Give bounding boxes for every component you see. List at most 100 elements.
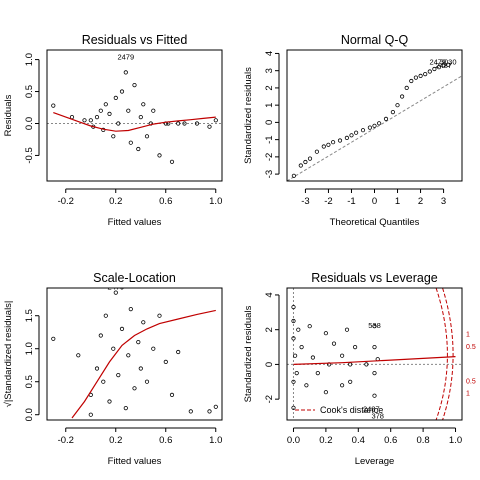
data-point (339, 353, 345, 358)
data-point (399, 94, 405, 99)
x-tick-label: -1 (347, 196, 355, 207)
data-point (151, 108, 156, 113)
data-point (144, 134, 150, 139)
y-tick-label: -1 (264, 135, 275, 143)
x-tick-label: 0.8 (417, 435, 430, 446)
cook-label-top-1: 1 (466, 332, 470, 339)
data-point (344, 135, 349, 140)
data-point (157, 313, 162, 318)
x-tick-label: -0.2 (58, 196, 74, 207)
data-point (136, 146, 141, 152)
x-tick-label: 3 (441, 196, 446, 207)
y-tick-label: 0.5 (24, 85, 35, 98)
y-tick-label: 4 (264, 292, 275, 297)
x-tick-label: -2 (324, 196, 332, 207)
data-point (141, 320, 146, 325)
data-point (111, 134, 116, 139)
data-point (372, 370, 377, 376)
smooth-line (71, 309, 216, 419)
x-tick-label: 0 (372, 196, 377, 207)
data-point (119, 326, 125, 331)
y-tick-label: 4 (264, 51, 275, 56)
plot-frame (46, 287, 223, 421)
data-point (141, 102, 146, 107)
data-point (307, 156, 313, 161)
data-point (107, 111, 112, 117)
data-point (116, 372, 121, 378)
data-point (349, 133, 354, 138)
data-point (98, 108, 103, 113)
data-point (176, 349, 181, 355)
data-point (138, 366, 143, 371)
x-tick-label: 1.0 (209, 435, 222, 446)
x-tick-label: -3 (301, 196, 309, 207)
data-point (404, 85, 409, 91)
data-point (51, 103, 56, 108)
data-point (296, 327, 301, 332)
point-label: 378 (371, 411, 384, 420)
x-axis-label: Fitted values (108, 217, 162, 228)
plot-frame (286, 49, 463, 182)
cooks-distance-contour-1 (442, 288, 454, 420)
x-tick-label: 0.0 (287, 435, 300, 446)
point-label: 2487 (435, 61, 452, 70)
y-tick-label: -0.5 (24, 147, 35, 163)
data-point (76, 353, 81, 358)
data-point (294, 370, 299, 376)
y-axis-label: Standardized residuals (243, 67, 254, 164)
data-point (169, 159, 175, 164)
point-label: 3030 (440, 58, 457, 67)
x-tick-label: 0.6 (384, 435, 397, 446)
data-point (138, 115, 143, 120)
x-tick-label: 0.6 (159, 196, 172, 207)
smooth-line (53, 112, 216, 132)
data-point (383, 116, 389, 122)
panel-title: Residuals vs Fitted (82, 33, 188, 47)
data-point (163, 359, 168, 364)
plot-frame (46, 49, 223, 182)
y-axis-label: √|Standardized residuals| (3, 301, 14, 408)
data-point (344, 327, 350, 332)
data-point (436, 65, 442, 70)
data-point (323, 390, 328, 395)
y-tick-label: 0.0 (24, 408, 35, 421)
data-point (352, 344, 358, 350)
data-point (188, 409, 193, 414)
y-axis-label: Residuals (3, 94, 14, 136)
data-point (395, 103, 400, 108)
data-point (372, 123, 377, 128)
panel-title: Normal Q-Q (341, 33, 409, 47)
y-tick-label: 1.0 (24, 342, 35, 355)
data-point (326, 142, 331, 147)
data-point (103, 313, 108, 318)
data-point (364, 362, 369, 367)
y-tick-label: 1 (264, 103, 275, 108)
cook-label-bottom-05: 0.5 (466, 379, 476, 386)
data-point (88, 412, 93, 417)
y-tick-label: 0 (264, 120, 275, 125)
y-tick-label: -2 (264, 153, 275, 161)
data-point (337, 138, 343, 143)
data-point (51, 336, 56, 341)
point-label: 2479 (107, 282, 124, 291)
data-point (372, 393, 377, 398)
data-point (353, 130, 359, 135)
panel-title: Residuals vs Leverage (311, 271, 438, 285)
y-tick-label: 2 (264, 85, 275, 90)
data-point (128, 140, 133, 145)
data-point (298, 163, 303, 168)
data-point (372, 324, 377, 329)
x-tick-label: 1.0 (209, 196, 222, 207)
data-point (103, 102, 108, 107)
cooks-distance-contour-05 (435, 288, 448, 420)
point-label: 2479 (117, 53, 134, 62)
x-tick-label: -0.2 (58, 435, 74, 446)
plot-frame (286, 287, 463, 421)
plot-area: 2479 (51, 282, 218, 419)
x-tick-label: 1.0 (449, 435, 462, 446)
data-point (330, 140, 336, 145)
